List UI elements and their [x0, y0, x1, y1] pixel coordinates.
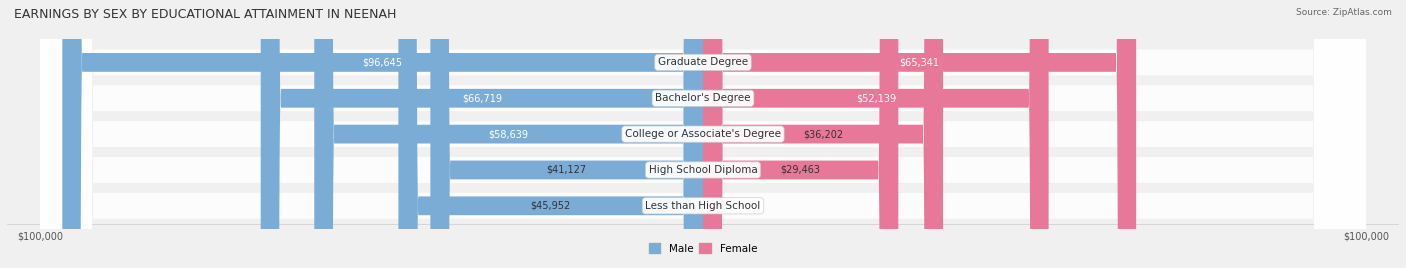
Text: Graduate Degree: Graduate Degree — [658, 57, 748, 68]
FancyBboxPatch shape — [398, 0, 703, 268]
Text: Bachelor's Degree: Bachelor's Degree — [655, 93, 751, 103]
FancyBboxPatch shape — [430, 0, 703, 268]
Text: High School Diploma: High School Diploma — [648, 165, 758, 175]
FancyBboxPatch shape — [703, 0, 898, 268]
Text: College or Associate's Degree: College or Associate's Degree — [626, 129, 780, 139]
Text: EARNINGS BY SEX BY EDUCATIONAL ATTAINMENT IN NEENAH: EARNINGS BY SEX BY EDUCATIONAL ATTAINMEN… — [14, 8, 396, 21]
Text: $58,639: $58,639 — [489, 129, 529, 139]
Text: $29,463: $29,463 — [780, 165, 821, 175]
FancyBboxPatch shape — [260, 0, 703, 268]
FancyBboxPatch shape — [62, 0, 703, 268]
Text: $0: $0 — [713, 201, 725, 211]
Text: $36,202: $36,202 — [803, 129, 844, 139]
FancyBboxPatch shape — [41, 0, 1365, 268]
Text: $66,719: $66,719 — [461, 93, 502, 103]
FancyBboxPatch shape — [315, 0, 703, 268]
Text: Source: ZipAtlas.com: Source: ZipAtlas.com — [1296, 8, 1392, 17]
FancyBboxPatch shape — [703, 0, 1049, 268]
FancyBboxPatch shape — [41, 0, 1365, 268]
FancyBboxPatch shape — [41, 0, 1365, 268]
Text: $65,341: $65,341 — [900, 57, 939, 68]
Text: $45,952: $45,952 — [530, 201, 571, 211]
Legend: Male, Female: Male, Female — [644, 239, 762, 258]
Text: $52,139: $52,139 — [856, 93, 896, 103]
Text: Less than High School: Less than High School — [645, 201, 761, 211]
FancyBboxPatch shape — [703, 0, 943, 268]
FancyBboxPatch shape — [41, 0, 1365, 268]
FancyBboxPatch shape — [703, 0, 1136, 268]
FancyBboxPatch shape — [41, 0, 1365, 268]
Text: $41,127: $41,127 — [547, 165, 586, 175]
Text: $96,645: $96,645 — [363, 57, 402, 68]
